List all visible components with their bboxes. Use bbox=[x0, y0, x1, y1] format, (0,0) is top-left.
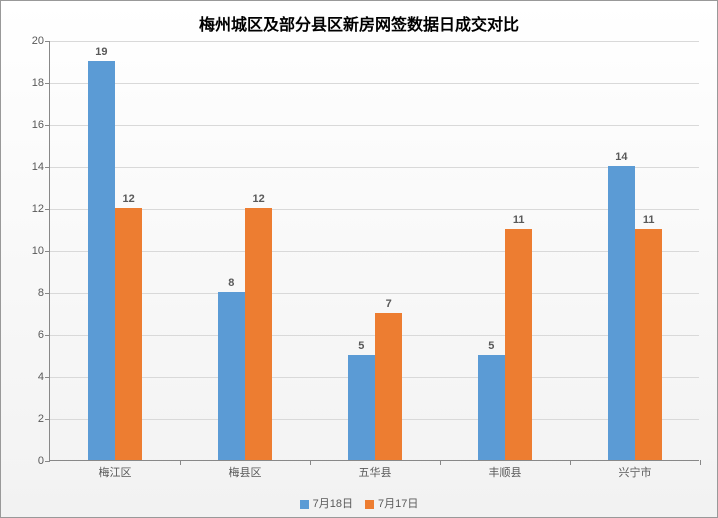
y-tick bbox=[45, 83, 50, 84]
y-tick bbox=[45, 209, 50, 210]
legend-item: 7月17日 bbox=[365, 495, 418, 511]
x-tick bbox=[180, 460, 181, 465]
bar-value-label: 11 bbox=[499, 214, 539, 226]
bar bbox=[88, 61, 115, 460]
bar bbox=[478, 355, 505, 460]
y-tick bbox=[45, 251, 50, 252]
bar-value-label: 14 bbox=[601, 151, 641, 163]
legend-label: 7月17日 bbox=[378, 498, 418, 510]
x-tick bbox=[700, 460, 701, 465]
grid-line bbox=[50, 41, 699, 42]
y-tick bbox=[45, 419, 50, 420]
grid-line bbox=[50, 293, 699, 294]
bar bbox=[218, 292, 245, 460]
bar-value-label: 7 bbox=[369, 298, 409, 310]
x-tick bbox=[310, 460, 311, 465]
y-axis-label: 20 bbox=[20, 35, 44, 47]
category-label: 丰顺县 bbox=[489, 464, 522, 480]
category-label: 五华县 bbox=[359, 464, 392, 480]
chart-title: 梅州城区及部分县区新房网签数据日成交对比 bbox=[1, 1, 717, 35]
category-label: 梅县区 bbox=[229, 464, 262, 480]
bar-value-label: 12 bbox=[239, 193, 279, 205]
legend-label: 7月18日 bbox=[313, 498, 353, 510]
chart-container: 梅州城区及部分县区新房网签数据日成交对比 0 2 4 6 8 10 12 14 16 18 20 梅江… bbox=[0, 0, 718, 518]
legend-swatch bbox=[365, 500, 374, 509]
y-axis-label: 18 bbox=[20, 77, 44, 89]
y-tick bbox=[45, 461, 50, 462]
legend-swatch bbox=[300, 500, 309, 509]
y-axis-label: 4 bbox=[20, 371, 44, 383]
bar bbox=[348, 355, 375, 460]
y-axis-label: 8 bbox=[20, 287, 44, 299]
y-axis-label: 14 bbox=[20, 161, 44, 173]
legend: 7月18日 7月17日 bbox=[1, 495, 717, 511]
bar-value-label: 19 bbox=[81, 46, 121, 58]
grid-line bbox=[50, 251, 699, 252]
bar bbox=[635, 229, 662, 460]
bar bbox=[375, 313, 402, 460]
plot-area: 02468101214161820梅江区1912梅县区812五华县57丰顺县51… bbox=[49, 41, 699, 461]
y-axis-label: 10 bbox=[20, 245, 44, 257]
grid-line bbox=[50, 83, 699, 84]
y-tick bbox=[45, 335, 50, 336]
y-tick bbox=[45, 125, 50, 126]
category-label: 兴宁市 bbox=[619, 464, 652, 480]
grid-line bbox=[50, 167, 699, 168]
y-tick bbox=[45, 167, 50, 168]
bar bbox=[115, 208, 142, 460]
y-axis-label: 12 bbox=[20, 203, 44, 215]
grid-line bbox=[50, 209, 699, 210]
y-axis-label: 16 bbox=[20, 119, 44, 131]
legend-item: 7月18日 bbox=[300, 495, 353, 511]
bar-value-label: 12 bbox=[109, 193, 149, 205]
category-label: 梅江区 bbox=[99, 464, 132, 480]
x-tick bbox=[440, 460, 441, 465]
bar bbox=[245, 208, 272, 460]
bar bbox=[608, 166, 635, 460]
bar-value-label: 11 bbox=[629, 214, 669, 226]
y-axis-label: 6 bbox=[20, 329, 44, 341]
y-tick bbox=[45, 293, 50, 294]
y-tick bbox=[45, 377, 50, 378]
x-tick bbox=[570, 460, 571, 465]
bar bbox=[505, 229, 532, 460]
y-axis-label: 0 bbox=[20, 455, 44, 467]
y-axis-label: 2 bbox=[20, 413, 44, 425]
grid-line bbox=[50, 125, 699, 126]
y-tick bbox=[45, 41, 50, 42]
